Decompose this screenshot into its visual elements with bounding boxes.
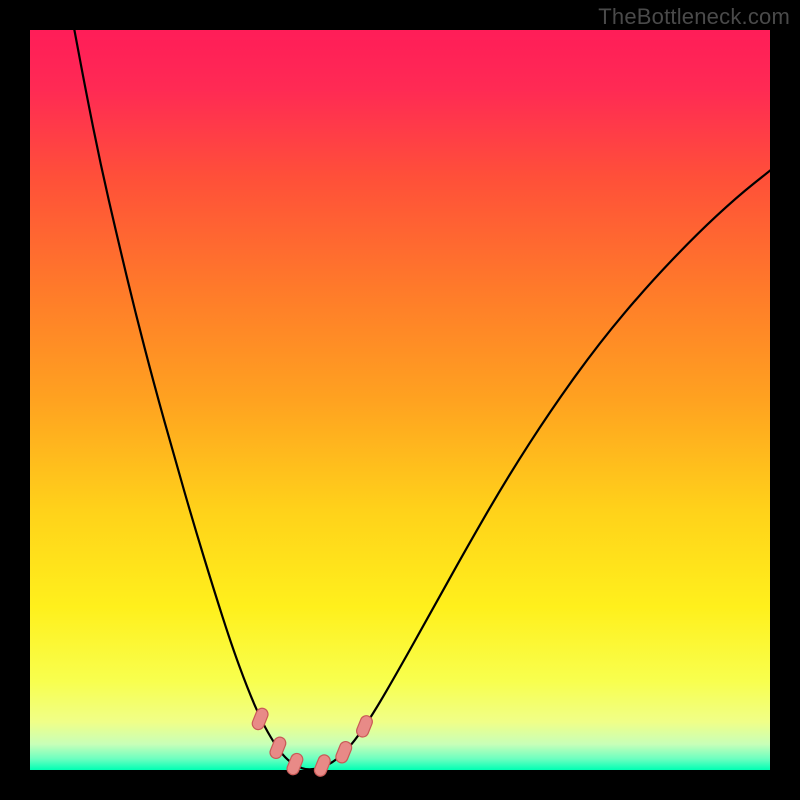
chart-container: TheBottleneck.com [0, 0, 800, 800]
bottleneck-curve-chart [0, 0, 800, 800]
gradient-plot-area [30, 30, 770, 770]
watermark-text: TheBottleneck.com [598, 4, 790, 30]
